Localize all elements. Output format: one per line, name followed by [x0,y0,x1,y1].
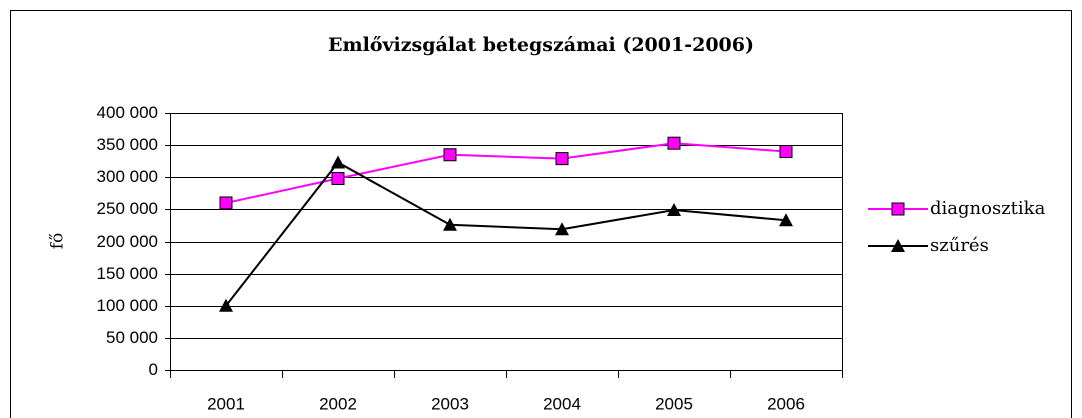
y-tick-label: 150 000 [97,264,158,283]
y-tick-label: 0 [149,360,158,379]
chart-frame [10,10,1072,418]
series-line [225,142,787,204]
x-tick-label: 2001 [207,394,245,413]
marker [331,155,345,169]
y-tick-label: 300 000 [97,167,158,186]
marker [667,203,681,217]
x-tick-label: 2006 [767,394,805,413]
marker [331,172,345,186]
marker [219,196,233,210]
x-tick-label: 2002 [319,394,357,413]
y-tick-label: 50 000 [106,328,158,347]
y-axis-label: fő [48,233,68,250]
legend: diagnosztika szűrés [868,198,1046,256]
marker [219,298,233,312]
marker [443,148,457,162]
legend-label: szűrés [930,235,989,256]
marker [779,213,793,227]
series-line [225,161,787,307]
legend-label: diagnosztika [930,198,1046,219]
marker [779,145,793,159]
y-tick-label: 400 000 [97,103,158,122]
marker [443,217,457,231]
chart-title: Emlővizsgálat betegszámai (2001-2006) [328,34,754,56]
marker [555,152,569,166]
marker [555,222,569,236]
marker [891,202,905,216]
x-tick-label: 2004 [543,394,581,413]
y-tick-label: 100 000 [97,296,158,315]
x-tick-label: 2003 [431,394,469,413]
marker [667,136,681,150]
y-tick-label: 200 000 [97,232,158,251]
x-tick-label: 2005 [655,394,693,413]
marker [891,239,905,252]
y-tick-label: 350 000 [97,135,158,154]
y-tick-label: 250 000 [97,199,158,218]
